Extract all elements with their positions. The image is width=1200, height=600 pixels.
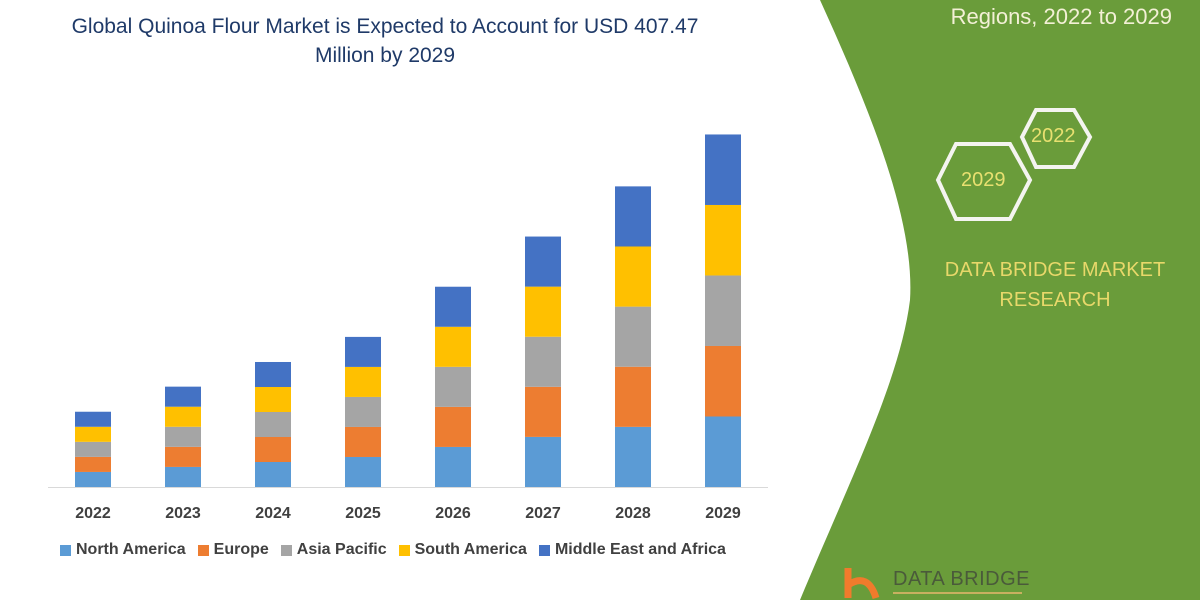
logo-text: DATA BRIDGE (893, 568, 1031, 590)
bar-segment (345, 396, 381, 427)
legend-item: South America (398, 541, 527, 559)
x-tick-label: 2025 (345, 505, 381, 522)
legend-label: Europe (213, 541, 269, 558)
legend-label: North America (76, 541, 186, 558)
bar-segment (705, 134, 741, 205)
bar-segment (525, 386, 561, 437)
bar-segment (525, 236, 561, 287)
bar-segment (255, 461, 291, 487)
bar-segment (435, 406, 471, 447)
bar-segment (525, 286, 561, 337)
bar-segment (165, 446, 201, 467)
bar-segment (345, 456, 381, 487)
bar-segment (615, 186, 651, 247)
bar-segment (75, 426, 111, 442)
bar-segment (165, 466, 201, 487)
x-tick-label: 2022 (75, 505, 111, 522)
bar-segment (165, 426, 201, 447)
bar-segment (75, 456, 111, 472)
bar-segment (615, 426, 651, 487)
bar-segment (705, 275, 741, 346)
bar-segment (255, 386, 291, 412)
x-tick-label: 2026 (435, 505, 471, 522)
bar-segment (525, 336, 561, 387)
bar-segment (435, 286, 471, 327)
side-title: Regions, 2022 to 2029 (950, 4, 1172, 29)
legend: North America Europe Asia Pacific South Ame… (60, 541, 726, 559)
bar-segment (615, 246, 651, 307)
bar-segment (165, 406, 201, 427)
bar-segment (345, 366, 381, 397)
bar-segment (255, 361, 291, 387)
legend-swatch (60, 544, 71, 556)
bar-segment (165, 386, 201, 407)
legend-label: Asia Pacific (296, 541, 387, 558)
legend-swatch (280, 544, 292, 556)
bar-segment (705, 204, 741, 276)
logo-icon (844, 568, 1022, 600)
x-tick-label: 2027 (525, 505, 561, 522)
legend-swatch (197, 544, 209, 556)
bar-segment (75, 441, 111, 457)
hex-label-2022: 2022 (1031, 125, 1076, 147)
bar-segment (435, 326, 471, 367)
bar-segment (705, 416, 741, 487)
legend-label: Middle East and Africa (554, 541, 726, 558)
bar-segment (705, 345, 741, 417)
bar-segment (435, 366, 471, 407)
bar-segment (525, 436, 561, 487)
bar-segment (255, 436, 291, 462)
x-tick-label: 2029 (705, 505, 741, 522)
stacked-bar-chart: 2022 2023 2024 2025 2026 2027 2028 2029 (48, 134, 768, 522)
hexagon-2022 (1019, 108, 1093, 169)
x-tick-label: 2024 (255, 505, 291, 522)
legend-item: Middle East and Africa (538, 541, 726, 559)
bar-segment (255, 411, 291, 437)
bar-segment (345, 426, 381, 457)
bar-segment (75, 411, 111, 427)
bar-segment (435, 446, 471, 487)
legend-item: Asia Pacific (280, 541, 387, 559)
hex-label-2029: 2029 (961, 169, 1006, 191)
bar-segment (615, 306, 651, 367)
legend-item: Europe (197, 541, 269, 559)
bar-segment (75, 471, 111, 487)
legend-item: North America (60, 541, 186, 559)
x-tick-label: 2028 (615, 505, 651, 522)
green-panel (800, 0, 1200, 600)
bar-segment (345, 336, 381, 367)
bar-segment (615, 366, 651, 427)
hexagon-2029 (935, 142, 1033, 221)
brand-text: DATA BRIDGE MARKET RESEARCH (944, 259, 1166, 311)
legend-label: South America (414, 541, 527, 558)
x-tick-label: 2023 (165, 505, 201, 522)
legend-swatch (398, 544, 410, 556)
chart-title: Global Quinoa Flour Market is Expected t… (71, 15, 699, 67)
legend-swatch (538, 544, 550, 556)
